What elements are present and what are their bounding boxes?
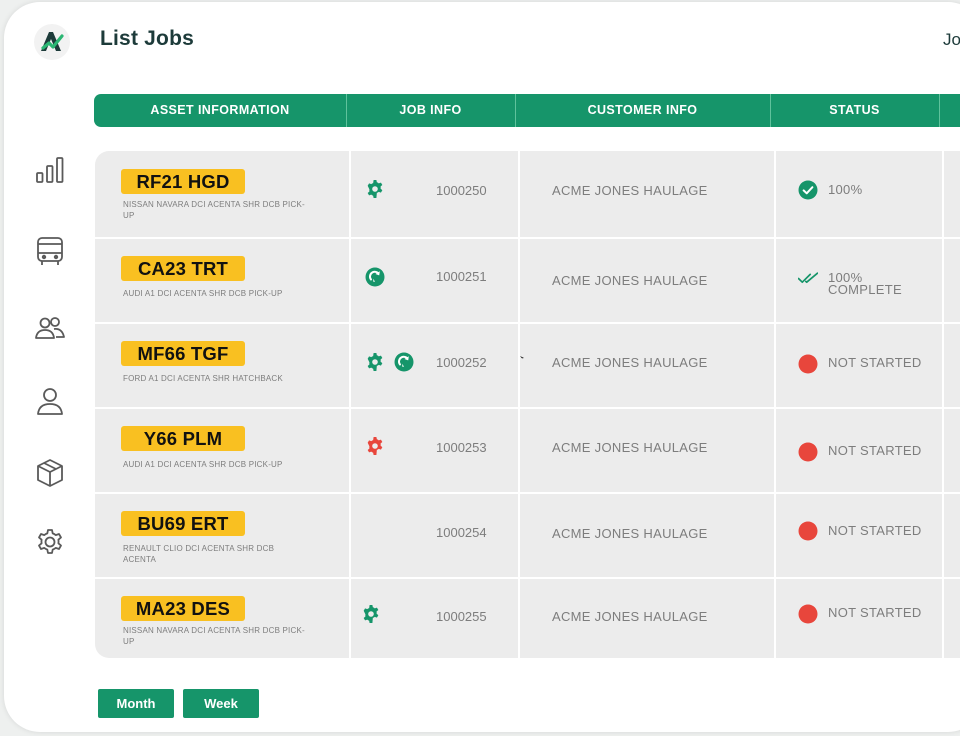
customer-name: ACME JONES HAULAGE	[552, 609, 708, 624]
job-number[interactable]: 1000250	[436, 183, 487, 198]
status-line: NOT STARTED	[828, 523, 922, 538]
app-logo[interactable]	[34, 24, 70, 60]
license-plate[interactable]: MA23 DES	[121, 596, 245, 621]
customer-name: ACME JONES HAULAGE	[552, 526, 708, 541]
red-dot-icon	[798, 521, 818, 541]
license-plate[interactable]: MF66 TGF	[121, 341, 245, 366]
vehicle-description: NISSAN NAVARA DCI ACENTA SHR DCB PICK-UP	[123, 626, 305, 646]
column-divider	[774, 151, 776, 658]
column-header-status[interactable]: STATUS	[770, 94, 940, 127]
license-plate[interactable]: Y66 PLM	[121, 426, 245, 451]
vehicle-description: AUDI A1 DCI ACENTA SHR DCB PICK-UP	[123, 460, 283, 469]
license-plate[interactable]: RF21 HGD	[121, 169, 245, 194]
job-number[interactable]: 1000254	[436, 525, 487, 540]
vehicle-description: NISSAN NAVARA DCI ACENTA SHR DCB PICK-UP	[123, 200, 305, 220]
table-header: ASSET INFORMATION JOB INFO CUSTOMER INFO…	[94, 94, 960, 127]
green-check-circle-icon	[798, 180, 818, 200]
users-icon[interactable]	[34, 312, 66, 344]
column-divider	[518, 151, 520, 658]
status-line: 100%	[828, 182, 863, 197]
license-plate[interactable]: BU69 ERT	[121, 511, 245, 536]
mouse-cursor	[520, 347, 524, 359]
status-text: NOT STARTED	[828, 605, 922, 620]
vehicle-description: FORD A1 DCI ACENTA SHR HATCHBACK	[123, 374, 283, 383]
green-refresh-icon[interactable]	[365, 267, 385, 287]
green-gear-icon[interactable]	[365, 352, 385, 372]
vehicle-description: RENAULT CLIO DCI ACENTA SHR DCB ACENTA	[123, 544, 275, 564]
table-row[interactable]: MF66 TGF FORD A1 DCI ACENTA SHR HATCHBACK…	[95, 322, 960, 409]
status-text: 100% COMPLETE	[828, 270, 902, 297]
double-check-icon	[798, 268, 818, 288]
header-right-text: Jo	[943, 30, 960, 49]
status-line: COMPLETE	[828, 282, 902, 297]
box-icon[interactable]	[34, 457, 66, 489]
column-divider	[349, 151, 351, 658]
red-dot-icon	[798, 354, 818, 374]
job-number[interactable]: 1000253	[436, 440, 487, 455]
column-header-customer-info[interactable]: CUSTOMER INFO	[515, 94, 771, 127]
jobs-table-body: RF21 HGD NISSAN NAVARA DCI ACENTA SHR DCB…	[95, 151, 960, 658]
table-row[interactable]: RF21 HGD NISSAN NAVARA DCI ACENTA SHR DCB…	[95, 151, 960, 239]
bar-chart-icon[interactable]	[34, 154, 66, 186]
customer-name: ACME JONES HAULAGE	[552, 273, 708, 288]
month-filter-button[interactable]: Month	[98, 689, 174, 718]
customer-name: ACME JONES HAULAGE	[552, 355, 708, 370]
table-row[interactable]: MA23 DES NISSAN NAVARA DCI ACENTA SHR DCB…	[95, 577, 960, 658]
status-line: NOT STARTED	[828, 605, 922, 620]
red-gear-icon[interactable]	[365, 436, 385, 456]
table-row[interactable]: BU69 ERT RENAULT CLIO DCI ACENTA SHR DCB …	[95, 492, 960, 579]
green-refresh-icon[interactable]	[394, 352, 414, 372]
status-line: NOT STARTED	[828, 443, 922, 458]
green-gear-icon[interactable]	[365, 179, 385, 199]
vehicle-description: AUDI A1 DCI ACENTA SHR DCB PICK-UP	[123, 289, 283, 298]
customer-name: ACME JONES HAULAGE	[552, 183, 708, 198]
app-window: List Jobs Jo	[4, 2, 960, 732]
status-text: NOT STARTED	[828, 443, 922, 458]
column-header-job-info[interactable]: JOB INFO	[346, 94, 516, 127]
status-line: 100%	[828, 270, 863, 285]
customer-name: ACME JONES HAULAGE	[552, 440, 708, 455]
user-icon[interactable]	[34, 385, 66, 417]
job-number[interactable]: 1000255	[436, 609, 487, 624]
week-filter-button[interactable]: Week	[183, 689, 259, 718]
table-row[interactable]: Y66 PLM AUDI A1 DCI ACENTA SHR DCB PICK-U…	[95, 407, 960, 494]
job-number[interactable]: 1000251	[436, 269, 487, 284]
status-text: 100%	[828, 182, 863, 197]
bus-icon[interactable]	[34, 235, 66, 267]
red-dot-icon	[798, 442, 818, 462]
red-dot-icon	[798, 604, 818, 624]
status-text: NOT STARTED	[828, 355, 922, 370]
license-plate[interactable]: CA23 TRT	[121, 256, 245, 281]
job-number[interactable]: 1000252	[436, 355, 487, 370]
status-line: NOT STARTED	[828, 355, 922, 370]
status-text: NOT STARTED	[828, 523, 922, 538]
column-header-asset-info[interactable]: ASSET INFORMATION	[94, 94, 347, 127]
gear-icon[interactable]	[34, 526, 66, 558]
page-title: List Jobs	[100, 27, 194, 50]
green-gear-icon[interactable]	[361, 604, 381, 624]
table-row[interactable]: CA23 TRT AUDI A1 DCI ACENTA SHR DCB PICK-…	[95, 237, 960, 324]
column-divider	[942, 151, 944, 658]
